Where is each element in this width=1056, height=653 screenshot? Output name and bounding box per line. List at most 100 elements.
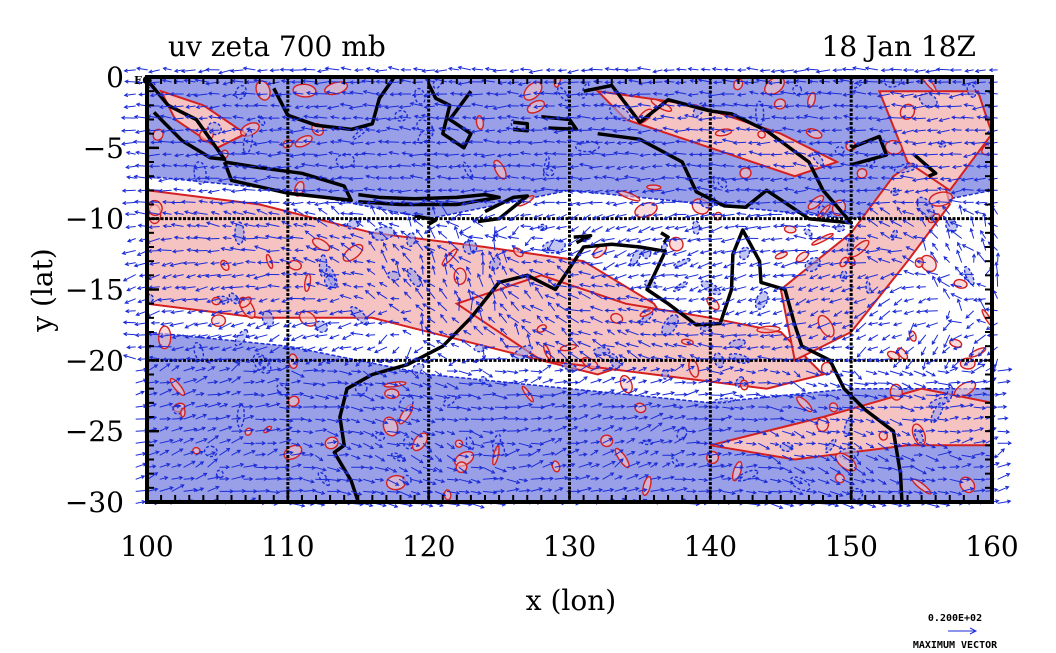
wind-vector: [889, 220, 903, 227]
wind-vector: [783, 151, 795, 156]
wind-vector: [509, 353, 520, 360]
wind-vector: [912, 322, 926, 328]
wind-vector: [373, 164, 388, 170]
wind-vector: [313, 91, 328, 96]
wind-vector: [891, 258, 903, 264]
wind-vector: [566, 138, 579, 143]
wind-vector: [435, 223, 448, 228]
wind-vector: [792, 161, 807, 167]
wind-vector: [386, 478, 400, 486]
wind-vector: [792, 69, 807, 74]
wind-vector: [768, 104, 783, 110]
wind-vector: [291, 370, 305, 378]
wind-vector: [434, 478, 446, 484]
wind-vector: [254, 346, 268, 352]
wind-vector: [686, 489, 697, 494]
wind-vector: [544, 294, 555, 300]
wind-vector: [536, 314, 544, 324]
wind-vector: [282, 200, 292, 206]
wind-vector: [206, 138, 220, 143]
wind-vector: [315, 490, 326, 495]
wind-vector: [231, 449, 242, 456]
wind-vector: [122, 274, 136, 282]
wind-vector: [338, 466, 350, 475]
wind-vector: [806, 441, 817, 446]
wind-vector: [375, 79, 388, 84]
wind-vector: [748, 248, 759, 253]
wind-vector: [135, 378, 148, 384]
wind-vector: [817, 490, 833, 498]
wind-vector: [759, 333, 771, 339]
wind-vector: [590, 476, 600, 481]
wind-vector: [923, 201, 938, 207]
wind-vector: [529, 281, 543, 288]
wind-vector: [923, 188, 938, 193]
wind-vector: [277, 235, 292, 240]
wind-vector: [674, 436, 686, 444]
wind-vector: [589, 305, 603, 312]
wind-vector: [662, 377, 674, 384]
wind-vector: [686, 477, 697, 482]
wind-vector: [294, 248, 304, 253]
wind-vector: [353, 284, 364, 289]
wind-vector: [652, 213, 663, 218]
wind-vector: [198, 188, 208, 194]
wind-vector: [172, 177, 184, 182]
wind-vector: [844, 345, 855, 350]
wind-vector: [903, 310, 914, 315]
wind-vector: [342, 282, 352, 288]
wind-vector: [439, 201, 448, 215]
wind-vector: [748, 262, 759, 267]
wind-vector: [242, 210, 256, 215]
wind-vector: [376, 291, 388, 300]
wind-vector: [734, 451, 747, 456]
wind-vector: [827, 140, 843, 146]
wind-vector: [856, 346, 867, 358]
wind-vector: [651, 274, 663, 279]
wind-vector: [374, 394, 386, 400]
wind-vector: [380, 249, 388, 263]
wind-vector: [434, 442, 445, 449]
plot-area: [120, 65, 1013, 510]
wind-vector: [796, 310, 807, 315]
wind-vector: [255, 465, 269, 470]
wind-vector: [403, 291, 412, 300]
wind-vector: [218, 298, 232, 304]
wind-vector: [413, 346, 424, 354]
coastline: [222, 160, 353, 203]
wind-vector: [162, 152, 172, 157]
wind-vector: [780, 164, 795, 169]
positive-contour: [512, 247, 524, 258]
wind-vector: [276, 150, 292, 155]
wind-vector: [241, 151, 256, 156]
wind-vector: [688, 139, 699, 144]
wind-vector: [743, 80, 759, 85]
wind-vector: [423, 188, 436, 194]
wind-vector: [290, 334, 304, 342]
wind-vector: [349, 331, 364, 336]
wind-vector: [555, 115, 567, 121]
wind-vector: [818, 405, 829, 410]
wind-vector: [782, 418, 796, 424]
wind-vector: [483, 104, 495, 109]
wind-vector: [433, 102, 448, 107]
wind-vector: [877, 442, 890, 451]
wind-vector: [471, 115, 483, 121]
wind-vector: [243, 222, 256, 227]
wind-vector: [329, 334, 340, 340]
wind-vector: [672, 151, 687, 156]
wind-vector: [183, 389, 197, 396]
wind-vector: [843, 310, 855, 315]
wind-vector: [491, 163, 507, 169]
wind-vector: [267, 465, 280, 470]
wind-vector: [602, 425, 615, 432]
wind-vector: [183, 139, 196, 144]
wind-vector: [293, 176, 304, 181]
wind-vector: [172, 187, 184, 192]
wind-vector: [722, 463, 733, 468]
wind-vector: [770, 466, 784, 471]
wind-vector: [735, 187, 747, 192]
negative-contour: [228, 292, 240, 305]
wind-vector: [494, 428, 507, 433]
wind-vector: [374, 418, 389, 425]
